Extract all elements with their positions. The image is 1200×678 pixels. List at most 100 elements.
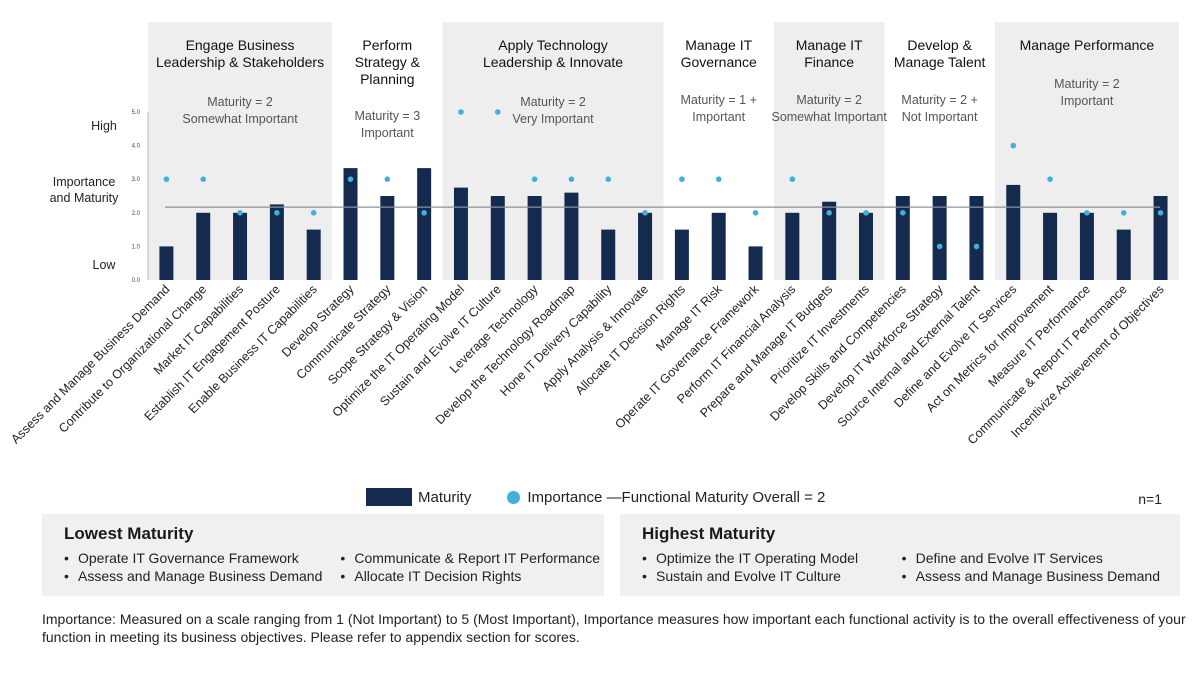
importance-dot [310,210,317,216]
y-annotation-mid: Importance and Maturity [50,175,120,205]
legend-maturity-swatch [366,488,412,506]
highest-maturity-list: Optimize the IT Operating Model Define a… [642,550,1160,584]
maturity-bar [527,196,542,280]
maturity-bar [1153,196,1168,280]
importance-dot [568,176,575,182]
maturity-bar [1079,212,1094,280]
maturity-bar [269,204,284,280]
y-tick-label: 3.0 [132,177,141,183]
group-title: Develop & Manage Talent [894,37,986,70]
maturity-bar [1006,184,1021,280]
maturity-bar [417,168,432,280]
category-label: Establish IT Engagement Posture [142,282,283,423]
lowest-maturity-list: Operate IT Governance Framework Communic… [64,550,600,584]
maturity-bar [453,187,468,280]
list-item: Sustain and Evolve IT Culture [642,568,884,584]
y-tick-label: 5.0 [132,110,141,116]
legend-importance-label: Importance —Functional Maturity Overall … [527,488,826,506]
maturity-bar [159,246,174,280]
maturity-bar [969,196,984,280]
sample-size-label: n=1 [1138,491,1162,507]
importance-dot [863,210,869,216]
category-label: Optimize the IT Operating Model [330,282,467,419]
importance-dot [384,176,391,182]
category-label: Develop Skills and Competencies [767,282,909,424]
group-note: Maturity = 1 + Important [680,93,756,124]
importance-dot [347,176,354,182]
importance-dot [200,176,207,182]
group-note: Maturity = 3 Important [355,109,421,140]
category-label: Prepare and Manage IT Budgets [697,282,835,420]
importance-dot [1084,210,1090,216]
list-item: Define and Evolve IT Services [902,550,1160,566]
lowest-maturity-title: Lowest Maturity [64,524,194,543]
importance-dot [531,176,538,182]
group-note: Maturity = 2 Somewhat Important [182,95,298,126]
maturity-bar [1043,212,1058,280]
importance-dot [679,176,685,182]
maturity-bar [895,196,910,280]
group-note: Maturity = 2 Very Important [512,95,594,126]
importance-dot [826,210,832,216]
maturity-bar [1116,229,1131,280]
highest-maturity-panel: Highest Maturity Optimize the IT Operati… [620,514,1180,596]
maturity-bar [233,212,248,280]
importance-dot [163,176,170,182]
importance-dot [715,176,722,182]
list-item: Optimize the IT Operating Model [642,550,884,566]
group-note: Maturity = 2 + Not Important [901,93,978,124]
y-tick-label: 0.0 [132,278,141,284]
maturity-bar [785,212,800,280]
list-item: Allocate IT Decision Rights [340,568,600,584]
group-title: Manage IT Governance [681,37,757,70]
importance-dot [1010,142,1017,149]
group-note: Maturity = 2 Important [1054,77,1120,108]
maturity-bar [748,246,763,280]
maturity-bar [674,229,689,280]
group-title: Manage Performance [1020,37,1155,53]
y-annotation-low: Low [93,258,117,272]
y-annotation-high: High [91,119,117,133]
maturity-bar [711,212,726,280]
maturity-bar [638,212,653,280]
category-label: Contribute to Organizational Change [56,282,209,435]
list-item: Operate IT Governance Framework [64,550,322,566]
list-item: Assess and Manage Business Demand [902,568,1160,584]
importance-dot [752,210,759,216]
category-label: Assess and Manage Business Demand [8,282,172,446]
y-tick-label: 2.0 [132,211,141,217]
importance-dot [1120,210,1127,216]
maturity-bar [490,196,505,280]
maturity-bar [601,229,616,280]
maturity-bar [932,196,947,280]
group-band [442,22,664,280]
list-item: Assess and Manage Business Demand [64,568,322,584]
highest-maturity-title: Highest Maturity [642,524,776,543]
y-tick-label: 4.0 [132,144,141,150]
list-item: Communicate & Report IT Performance [340,550,600,566]
importance-dot [421,210,427,216]
group-title: Perform Strategy & Planning [355,37,421,87]
maturity-bar [564,192,579,280]
importance-dot [1047,176,1053,182]
maturity-bar [306,229,321,280]
importance-dot [789,176,796,182]
maturity-importance-chart: Engage Business Leadership & Stakeholders… [8,22,1179,447]
maturity-bar [196,212,211,280]
group-title: Engage Business Leadership & Stakeholders [156,37,324,70]
importance-dot [1157,210,1164,216]
footnote: Importance: Measured on a scale ranging … [42,611,1186,645]
maturity-bar [380,196,395,280]
importance-dot [900,210,906,216]
importance-dot [274,210,280,216]
maturity-bar [822,201,837,280]
group-title: Manage IT Finance [796,37,863,70]
importance-dot [973,243,980,250]
importance-dot [642,210,648,216]
maturity-bar [858,212,873,280]
group-note: Maturity = 2 Somewhat Important [771,93,887,124]
y-tick-label: 1.0 [132,244,141,250]
chart-legend: Maturity Importance —Functional Maturity… [366,486,825,508]
category-label: Manage IT Risk [653,282,725,354]
importance-dot [605,176,612,182]
